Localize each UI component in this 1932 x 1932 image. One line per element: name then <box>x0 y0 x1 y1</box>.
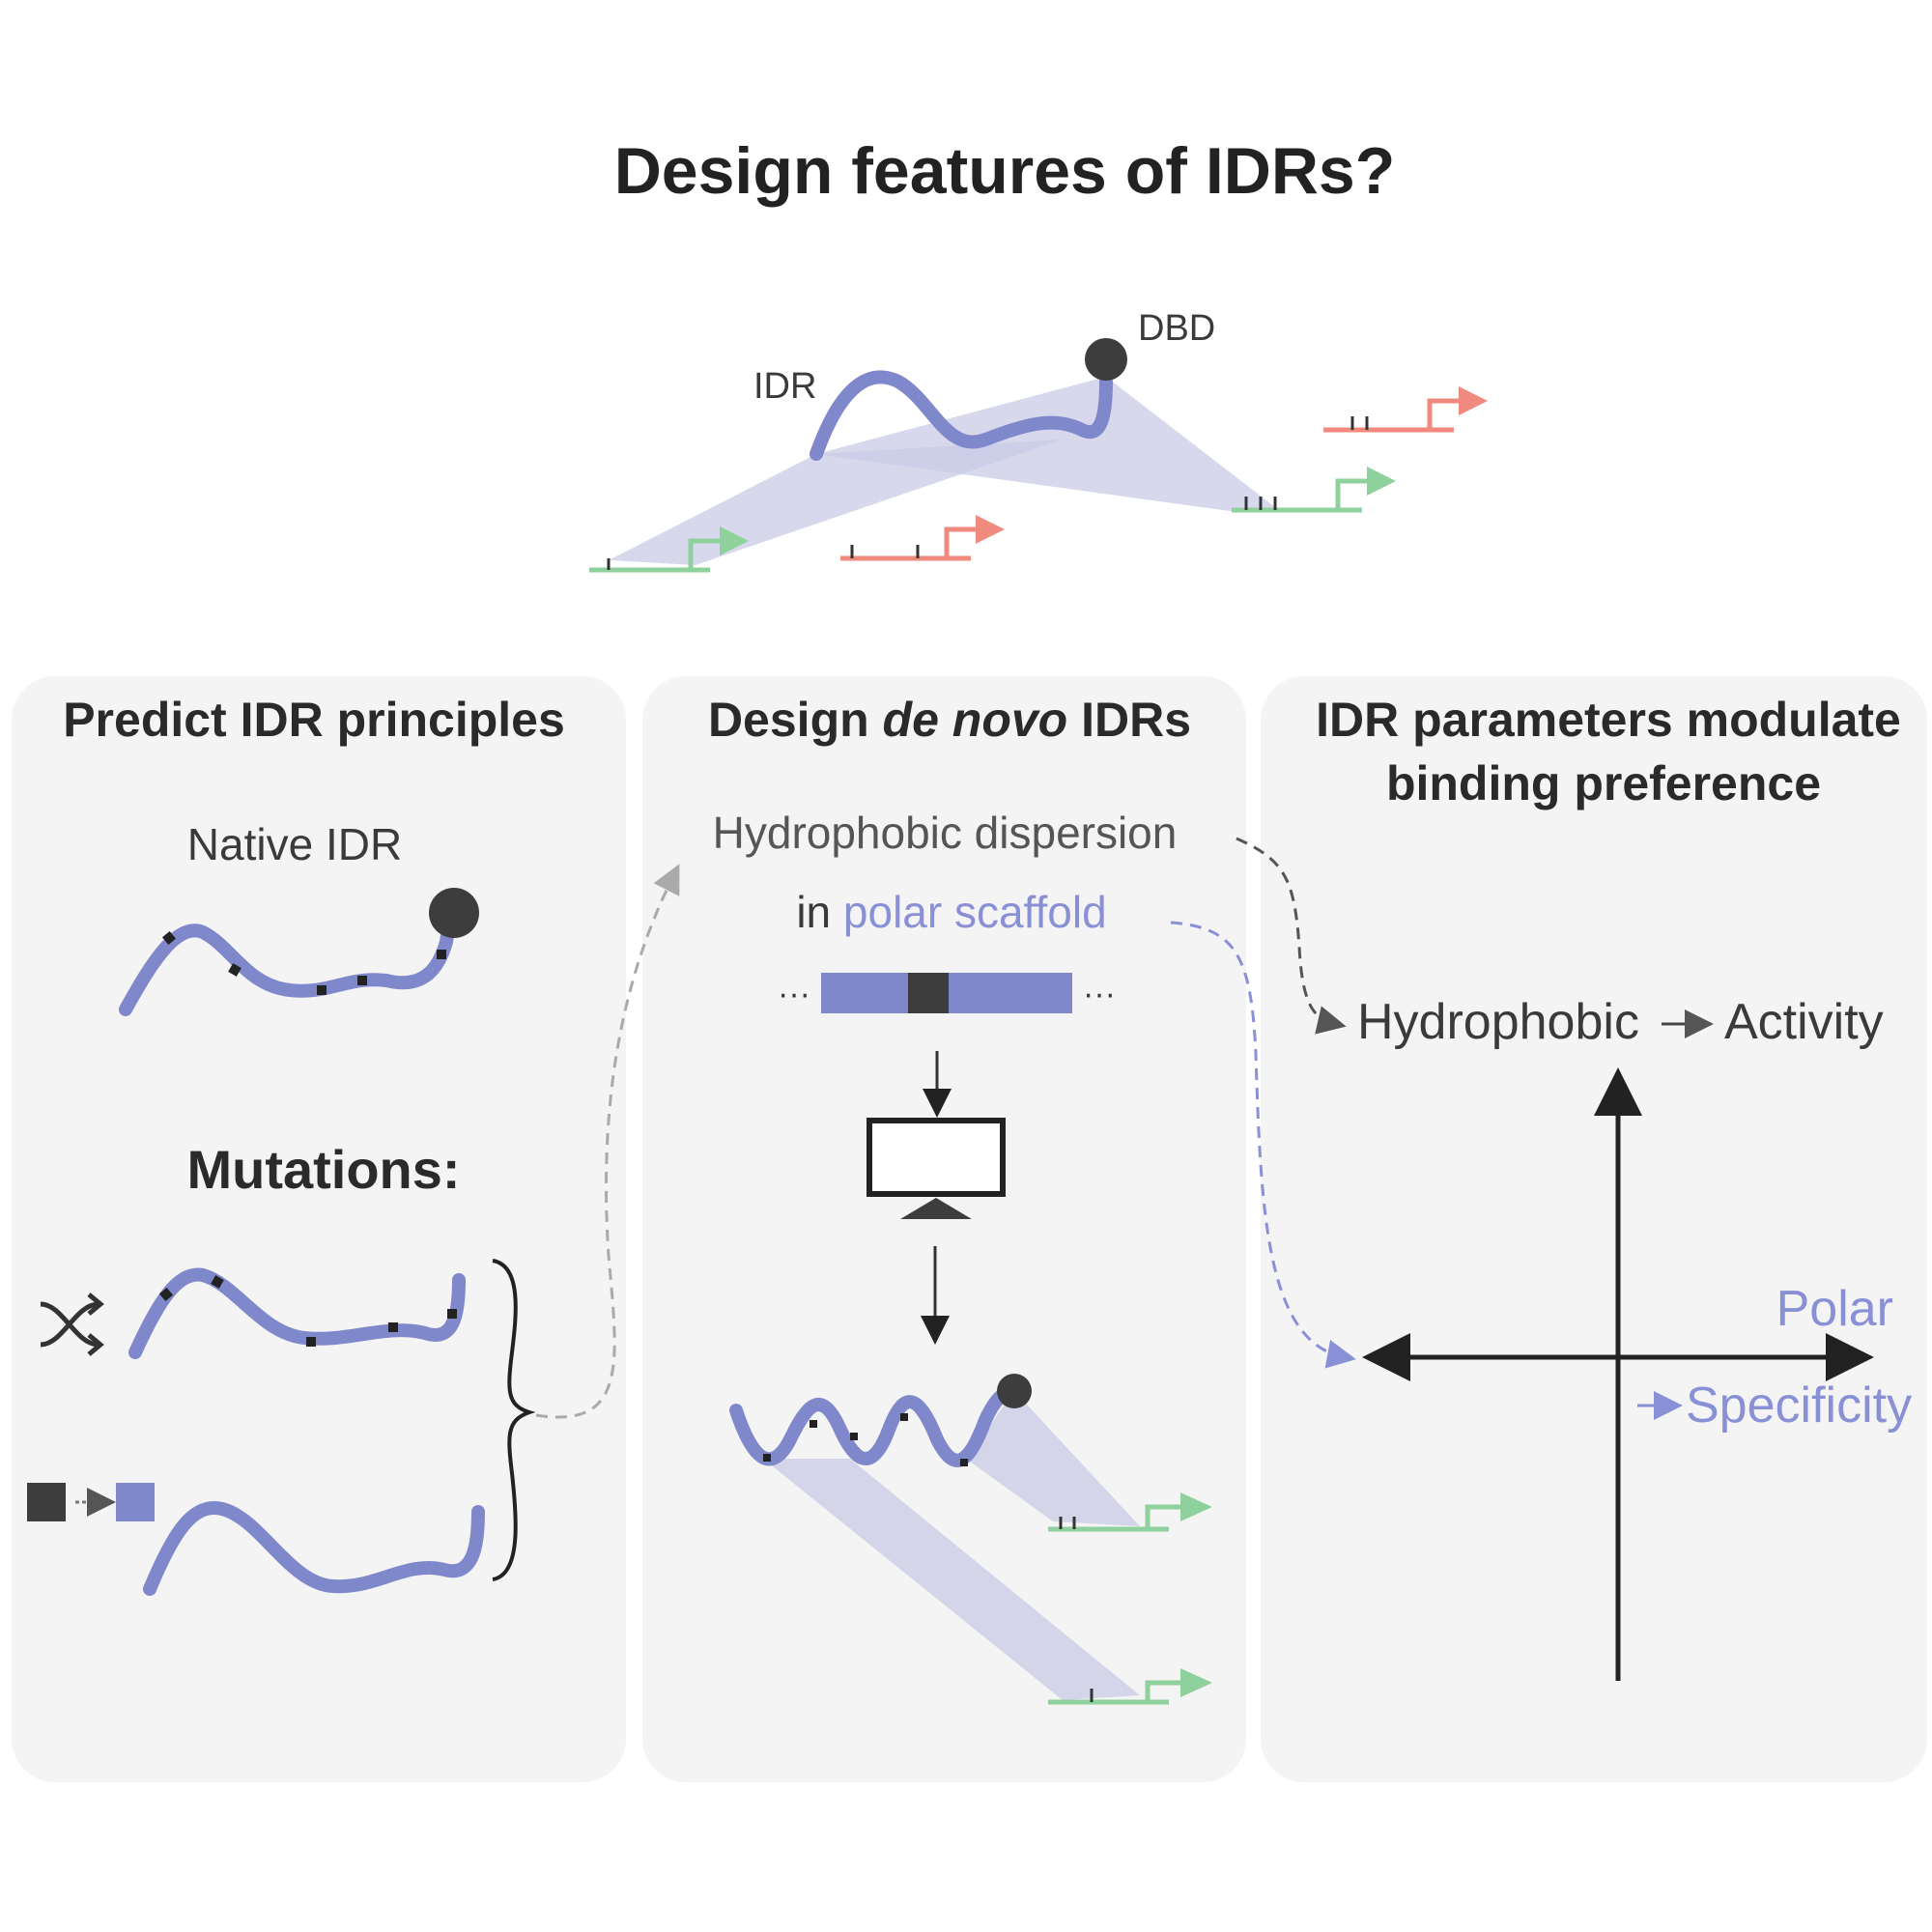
promoter-green-right <box>1232 467 1396 513</box>
panel-design-title: Design de novo IDRs <box>708 693 1191 747</box>
panel-params-title-line2: binding preference <box>1386 756 1821 810</box>
promoter-red-right <box>1323 386 1488 433</box>
specificity-axis-label: Specificity <box>1686 1378 1912 1434</box>
panel-params: IDR parameters modulate binding preferen… <box>1316 693 1912 1681</box>
top-idr-chain <box>810 370 1113 461</box>
panel-design-title-suffix: IDRs <box>1067 693 1191 747</box>
shuffle-icon <box>40 1293 104 1356</box>
top-dbd-label: DBD <box>1138 308 1215 349</box>
design-promoter-lower <box>1048 1668 1212 1705</box>
hydrophobic-axis-label: Hydrophobic <box>1357 994 1639 1050</box>
polar-scaffold-line: in polar scaffold <box>796 887 1106 937</box>
designed-binding-cone-upper <box>966 1391 1140 1526</box>
polar-scaffold-colored: polar scaffold <box>843 887 1107 937</box>
polar-link-arrow <box>1170 921 1356 1369</box>
native-idr-hydrophobic-residues <box>161 930 446 995</box>
figure-title: Design features of IDRs? <box>614 134 1396 208</box>
panel-design-title-italic: de novo <box>883 693 1068 747</box>
design-promoter-upper <box>1048 1492 1212 1532</box>
promoter-green-left <box>589 526 749 573</box>
shuffled-idr-residues <box>158 1275 457 1347</box>
computer-icon <box>867 1118 1006 1219</box>
native-idr-chain <box>119 916 456 1016</box>
hydrophobic-dispersion-label: Hydrophobic dispersion <box>713 808 1178 858</box>
panel-params-title-line1: IDR parameters modulate <box>1316 693 1901 747</box>
substituted-idr-chain <box>143 1501 485 1596</box>
polar-scaffold-prefix: in <box>796 887 843 937</box>
panel-predict-title: Predict IDR principles <box>63 693 565 747</box>
designed-idr-chain <box>729 1384 1019 1467</box>
sequence-dots-left: ··· <box>778 976 810 1012</box>
panel-params-bg <box>1261 676 1927 1782</box>
panel-predict: Predict IDR principles Native IDR Mutati… <box>27 693 565 1596</box>
panel-design: Design de novo IDRs Hydrophobic dispersi… <box>708 693 1212 1705</box>
shuffled-idr-chain <box>128 1267 466 1359</box>
designed-binding-cone-lower <box>763 1459 1140 1700</box>
mutations-brace <box>492 1259 536 1581</box>
mutations-label: Mutations: <box>186 1139 460 1200</box>
top-schematic: IDR DBD <box>589 308 1488 573</box>
residue-dark-square-icon <box>27 1483 66 1521</box>
designed-idr-dbd <box>997 1374 1032 1408</box>
promoter-red-middle <box>840 515 1005 561</box>
activity-axis-label: Activity <box>1724 994 1884 1050</box>
native-idr-label: Native IDR <box>187 819 402 869</box>
top-idr-label: IDR <box>753 366 816 407</box>
brace-to-design-arrow <box>535 864 680 1419</box>
panel-design-title-prefix: Design <box>708 693 883 747</box>
residue-blue-square-icon <box>116 1483 155 1521</box>
sequence-dots-right: ··· <box>1083 976 1116 1012</box>
native-idr-dbd <box>429 888 479 938</box>
binding-cone-right <box>816 377 1275 512</box>
designed-idr-residues <box>763 1413 968 1466</box>
sequence-bar-hydrophobic-block <box>908 973 949 1013</box>
polar-axis-label: Polar <box>1776 1281 1893 1337</box>
top-dbd-domain <box>1085 338 1127 381</box>
